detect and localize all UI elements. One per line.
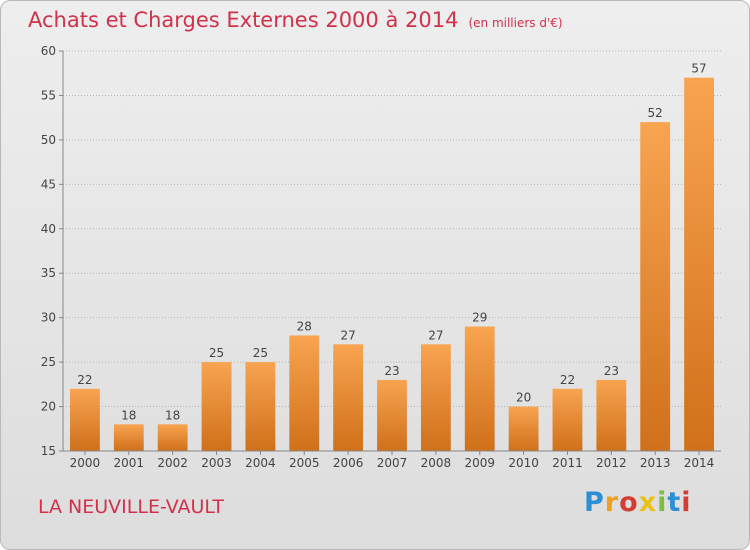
data-label: 28 (297, 319, 312, 333)
x-tick-label: 2008 (421, 456, 452, 470)
y-tick-label: 55 (41, 88, 56, 102)
bar (157, 424, 188, 451)
chart-title: Achats et Charges Externes 2000 à 2014 (e… (28, 8, 563, 32)
data-label: 23 (604, 364, 619, 378)
y-tick-label: 30 (41, 311, 56, 325)
data-label: 25 (209, 346, 224, 360)
x-tick-label: 2005 (289, 456, 320, 470)
logo-letter: t (667, 487, 682, 518)
bar (684, 77, 714, 452)
bar (420, 344, 451, 451)
data-label: 27 (428, 328, 443, 342)
x-tick-label: 2007 (377, 456, 408, 470)
bar (289, 335, 320, 451)
data-label: 27 (340, 328, 355, 342)
x-tick-label: 2012 (596, 456, 627, 470)
data-label: 22 (77, 373, 92, 387)
commune-name: LA NEUVILLE-VAULT (38, 496, 224, 518)
bar (596, 379, 627, 451)
bar (552, 388, 583, 451)
bars: 22 18 18 25 25 28 27 23 27 29 20 22 23 52 57 (70, 62, 714, 452)
logo-letter: P (584, 487, 605, 518)
bar (113, 424, 144, 451)
data-label: 23 (384, 364, 399, 378)
logo-letter: i (681, 487, 692, 518)
x-tick-label: 2013 (640, 456, 671, 470)
y-tick-label: 45 (41, 177, 56, 191)
y-tick-label: 50 (41, 133, 56, 147)
x-tick-label: 2003 (201, 456, 232, 470)
bar (333, 344, 364, 451)
data-label: 18 (121, 408, 136, 422)
data-label: 29 (472, 311, 487, 325)
y-tick-label: 20 (41, 400, 56, 414)
y-tick-label: 15 (41, 444, 56, 458)
data-label: 52 (648, 106, 663, 120)
chart-title-text: Achats et Charges Externes 2000 à 2014 (28, 8, 459, 32)
x-tick-label: 2001 (114, 456, 145, 470)
y-tick-label: 25 (41, 355, 56, 369)
proxiti-logo: Proxiti (584, 487, 692, 518)
data-label: 25 (253, 346, 268, 360)
logo-letter: r (604, 487, 620, 518)
data-label: 57 (691, 62, 706, 76)
x-tick-label: 2000 (70, 456, 101, 470)
y-tick-label: 35 (41, 266, 56, 280)
y-tick-label: 60 (41, 44, 56, 58)
bar (508, 406, 539, 451)
grid-lines (63, 50, 721, 408)
x-tick-label: 2004 (245, 456, 276, 470)
chart-subtitle: (en milliers d'€) (468, 16, 563, 30)
x-tick-label: 2011 (552, 456, 583, 470)
bar (377, 379, 407, 451)
logo-letter: o (619, 487, 639, 518)
bar (70, 388, 100, 451)
bar (464, 326, 495, 451)
data-label: 20 (516, 391, 531, 405)
bar (201, 362, 232, 451)
x-tick-label: 2014 (684, 456, 715, 470)
x-tick-label: 2009 (464, 456, 495, 470)
data-label: 18 (165, 408, 180, 422)
data-label: 22 (560, 373, 575, 387)
axes: 15 20 25 30 35 40 45 50 55 60 2000 2001 2002 2003 2004… (41, 44, 721, 470)
logo-letter: x (638, 487, 658, 518)
bar (245, 362, 276, 451)
logo-letter: i (657, 487, 668, 518)
x-tick-label: 2010 (508, 456, 539, 470)
x-tick-label: 2002 (157, 456, 188, 470)
bar (640, 122, 671, 451)
x-tick-label: 2006 (333, 456, 364, 470)
y-tick-label: 40 (41, 222, 56, 236)
